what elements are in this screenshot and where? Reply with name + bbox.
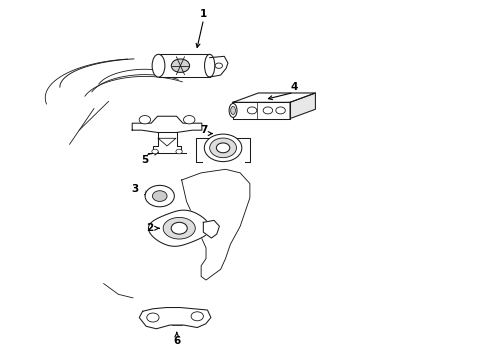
Polygon shape bbox=[233, 93, 316, 102]
Polygon shape bbox=[139, 307, 211, 329]
Polygon shape bbox=[233, 102, 290, 118]
Text: 4: 4 bbox=[290, 82, 297, 92]
Polygon shape bbox=[203, 220, 220, 238]
Circle shape bbox=[172, 59, 190, 72]
Circle shape bbox=[215, 63, 222, 68]
FancyBboxPatch shape bbox=[159, 54, 210, 77]
Circle shape bbox=[152, 191, 167, 202]
Circle shape bbox=[263, 107, 272, 114]
Circle shape bbox=[147, 313, 159, 322]
Text: 7: 7 bbox=[200, 125, 207, 135]
Text: 2: 2 bbox=[147, 223, 154, 233]
Ellipse shape bbox=[217, 143, 230, 153]
Text: 5: 5 bbox=[142, 156, 149, 165]
Text: 6: 6 bbox=[173, 336, 180, 346]
Ellipse shape bbox=[204, 54, 215, 77]
Ellipse shape bbox=[231, 106, 235, 114]
Circle shape bbox=[152, 149, 158, 154]
Circle shape bbox=[176, 149, 182, 154]
Circle shape bbox=[139, 116, 150, 124]
Ellipse shape bbox=[204, 134, 242, 162]
Ellipse shape bbox=[229, 103, 237, 117]
Polygon shape bbox=[290, 93, 316, 118]
Circle shape bbox=[145, 185, 174, 207]
Ellipse shape bbox=[210, 138, 237, 158]
Text: 1: 1 bbox=[200, 9, 207, 19]
Polygon shape bbox=[148, 210, 210, 246]
Ellipse shape bbox=[152, 54, 165, 77]
Ellipse shape bbox=[163, 217, 196, 239]
Circle shape bbox=[276, 107, 285, 114]
Circle shape bbox=[247, 107, 257, 114]
Circle shape bbox=[191, 312, 203, 321]
Circle shape bbox=[184, 116, 195, 124]
Circle shape bbox=[171, 222, 187, 234]
Text: 3: 3 bbox=[132, 184, 139, 194]
